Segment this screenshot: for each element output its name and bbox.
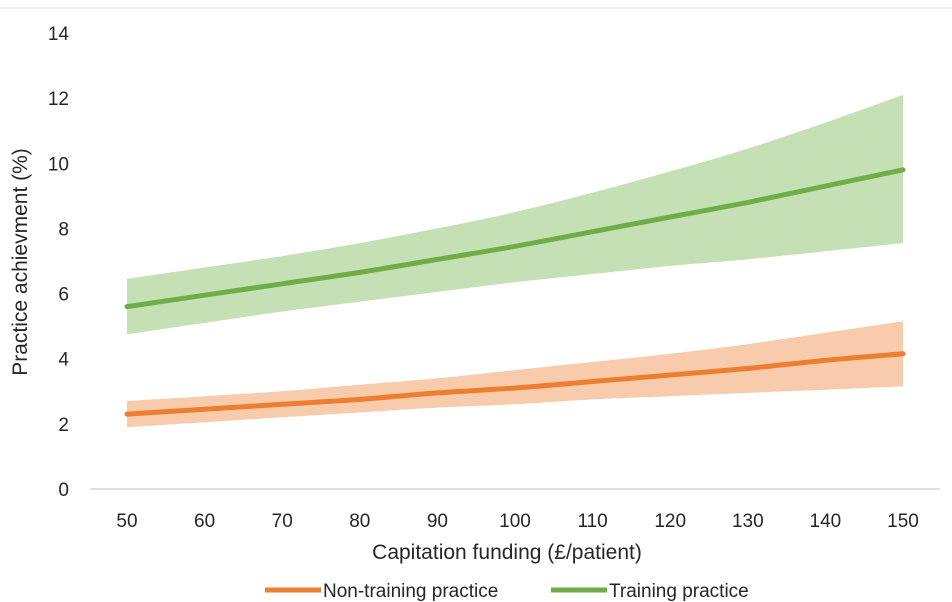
- y-tick-label: 10: [48, 154, 69, 175]
- y-tick-label: 14: [48, 24, 70, 45]
- x-tick-label: 100: [499, 511, 531, 532]
- confidence-band-non-training: [127, 321, 903, 428]
- series-line-non-training: [124, 351, 906, 417]
- legend-label-training: Training practice: [609, 581, 749, 602]
- x-tick-label: 50: [116, 511, 137, 532]
- x-tick-label: 110: [577, 511, 607, 532]
- x-tick-label: 150: [887, 511, 919, 532]
- x-tick-label: 60: [194, 511, 215, 532]
- legend-label-non-training: Non-training practice: [323, 581, 498, 602]
- series-lines: [124, 167, 906, 417]
- confidence-bands: [127, 94, 903, 428]
- legend: Non-training practice Training practice: [265, 581, 749, 602]
- y-tick-label: 6: [58, 285, 69, 306]
- y-tick-label: 8: [58, 219, 69, 240]
- x-tick-label: 90: [427, 511, 448, 532]
- y-tick-label: 12: [48, 89, 69, 110]
- series-line-training: [124, 167, 906, 310]
- x-tick-label: 120: [654, 511, 686, 532]
- y-tick-label: 0: [58, 480, 69, 501]
- x-tick-label: 140: [810, 511, 842, 532]
- y-tick-label: 4: [58, 350, 69, 371]
- y-axis-ticks: 0 2 4 6 8 10 12 14: [48, 24, 70, 501]
- x-axis-ticks: 50 60 70 80 90 100 110 120 130 140 150: [116, 511, 918, 532]
- y-axis-title: Practice achievment (%): [9, 148, 32, 376]
- x-tick-label: 80: [349, 511, 370, 532]
- x-tick-label: 70: [272, 511, 293, 532]
- y-tick-label: 2: [58, 415, 69, 436]
- x-tick-label: 130: [732, 511, 764, 532]
- confidence-band-training: [127, 94, 903, 335]
- x-axis-title: Capitation funding (£/patient): [372, 541, 642, 564]
